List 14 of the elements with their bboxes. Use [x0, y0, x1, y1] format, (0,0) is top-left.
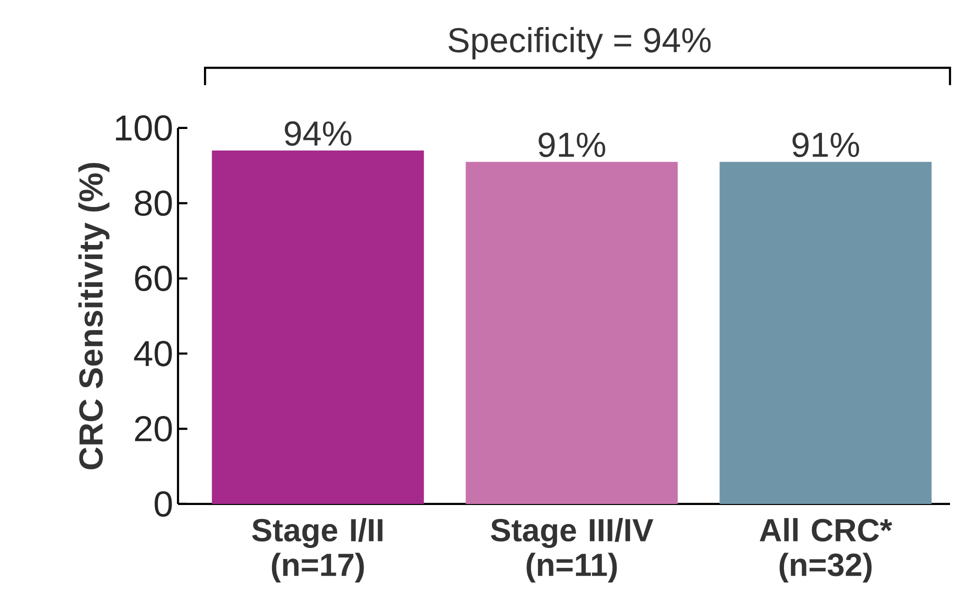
- x-tick-label: Stage III/IV (n=11): [490, 518, 654, 583]
- y-tick-label: 40: [134, 340, 172, 366]
- y-tick-label: 20: [135, 416, 172, 442]
- x-tick-label: All CRC* (n=32): [760, 518, 892, 583]
- y-axis-title: CRC Sensitivity (%): [78, 163, 110, 470]
- data-label: 94%: [284, 121, 352, 146]
- data-label: 91%: [792, 132, 860, 158]
- y-tick-label: 80: [134, 190, 172, 216]
- x-tick-label: Stage I/II (n=17): [252, 518, 382, 583]
- text: Specificity = 94%: [448, 27, 711, 60]
- y-tick-label: 100: [116, 115, 172, 141]
- data-label: 91%: [538, 132, 606, 158]
- y-tick-label: 60: [135, 266, 172, 292]
- y-tick-label: 0: [154, 491, 172, 517]
